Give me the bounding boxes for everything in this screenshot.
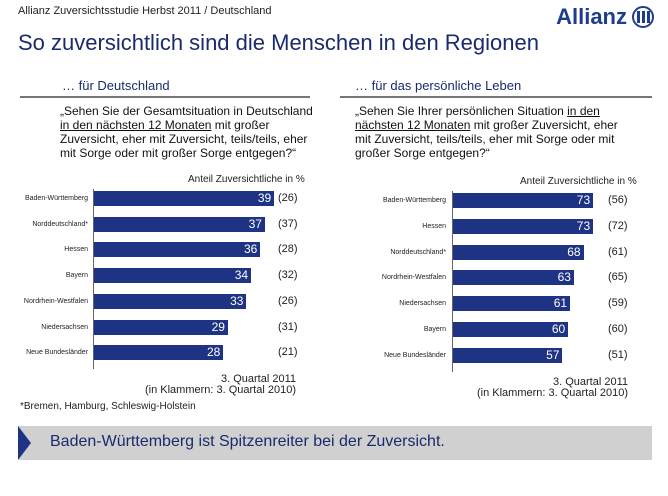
previous-value: (26) xyxy=(278,192,298,204)
bar: 60 xyxy=(453,322,569,337)
allianz-eagle-icon xyxy=(632,6,654,28)
axis-label: Anteil Zuversichtliche in % xyxy=(520,176,637,187)
bar: 36 xyxy=(94,242,261,258)
section-heading: … für das persönliche Leben xyxy=(355,78,522,93)
question-post: mit großer Zuversicht, eher mit Zuversic… xyxy=(355,118,618,160)
bar: 73 xyxy=(453,193,594,208)
bar: 63 xyxy=(453,270,574,286)
category-label: Nordrhein-Westfalen xyxy=(381,274,446,282)
footer-note: (in Klammern: 3. Quartal 2010) xyxy=(144,383,296,396)
question-post: mit großer Zuversicht, eher mit Zuversic… xyxy=(60,118,308,160)
previous-value: (65) xyxy=(608,271,628,284)
conclusion-text: Baden-Württemberg ist Spitzenreiter bei … xyxy=(50,433,445,450)
footnote: *Bremen, Hamburg, Schleswig-Holstein xyxy=(20,401,196,412)
bar: 34 xyxy=(94,268,252,284)
category-label: Bayern xyxy=(423,326,446,333)
footer-note: 3. Quartal 2011 xyxy=(220,372,296,385)
question-pre: „Sehen Sie Ihrer persönlichen Situation xyxy=(355,104,564,118)
axis-line xyxy=(93,189,94,369)
bar: 29 xyxy=(94,319,228,335)
previous-value: (26) xyxy=(278,294,298,307)
allianz-logo: Allianz xyxy=(556,4,654,30)
category-label: Hessen xyxy=(64,246,88,254)
axis-line xyxy=(452,191,453,372)
supertitle: Allianz Zuversichtsstudie Herbst 2011 / … xyxy=(18,5,272,17)
section-divider xyxy=(340,96,652,98)
category-label: Niedersachsen xyxy=(41,323,88,331)
previous-value: (21) xyxy=(278,346,298,359)
section-heading: … für Deutschland xyxy=(62,78,170,93)
previous-value: (61) xyxy=(608,245,628,258)
bar: 61 xyxy=(453,296,571,312)
category-label: Norddeutschland* xyxy=(390,248,446,256)
bar: 73 xyxy=(453,218,594,234)
bar: 28 xyxy=(94,345,224,361)
previous-value: (59) xyxy=(608,297,628,310)
question-pre: „Sehen Sie der Gesamtsituation in Deutsc… xyxy=(60,104,313,118)
axis-label: Anteil Zuversichtliche in % xyxy=(188,174,305,185)
previous-value: (51) xyxy=(608,348,628,361)
page-title: So zuversichtlich sind die Menschen in d… xyxy=(18,30,539,55)
category-label: Baden-Württemberg xyxy=(382,197,446,204)
previous-value: (31) xyxy=(278,320,298,333)
category-label: Baden-Württemberg xyxy=(24,195,88,202)
previous-value: (72) xyxy=(608,219,628,232)
bar: 57 xyxy=(453,347,563,363)
previous-value: (28) xyxy=(278,243,298,256)
logo-text: Allianz xyxy=(556,4,627,29)
bar: 68 xyxy=(453,244,584,260)
bar: 33 xyxy=(94,293,247,309)
question-underlined: in den nächsten 12 Monaten xyxy=(355,104,600,132)
footer-note: 3. Quartal 2011 xyxy=(552,375,628,388)
conclusion-banner xyxy=(18,426,652,460)
previous-value: (32) xyxy=(278,269,298,282)
category-label: Neue Bundesländer xyxy=(384,351,446,359)
previous-value: (60) xyxy=(608,323,628,335)
bar: 39 xyxy=(94,191,275,206)
bar: 37 xyxy=(94,216,265,232)
category-label: Hessen xyxy=(422,222,446,230)
category-label: Bayern xyxy=(65,272,88,280)
footer-note: (in Klammern: 3. Quartal 2010) xyxy=(476,386,628,399)
category-label: Norddeutschland* xyxy=(32,220,88,228)
category-label: Niedersachsen xyxy=(399,300,446,308)
previous-value: (37) xyxy=(278,217,298,230)
previous-value: (56) xyxy=(608,194,628,206)
question-underlined: in den nächsten 12 Monaten xyxy=(60,118,212,132)
question-text: „Sehen Sie Ihrer persönlichen Situation … xyxy=(355,104,620,160)
section-divider xyxy=(20,96,310,98)
chevron-icon xyxy=(18,426,31,460)
question-text: „Sehen Sie der Gesamtsituation in Deutsc… xyxy=(60,104,325,160)
category-label: Neue Bundesländer xyxy=(26,349,88,357)
category-label: Nordrhein-Westfalen xyxy=(23,297,88,305)
